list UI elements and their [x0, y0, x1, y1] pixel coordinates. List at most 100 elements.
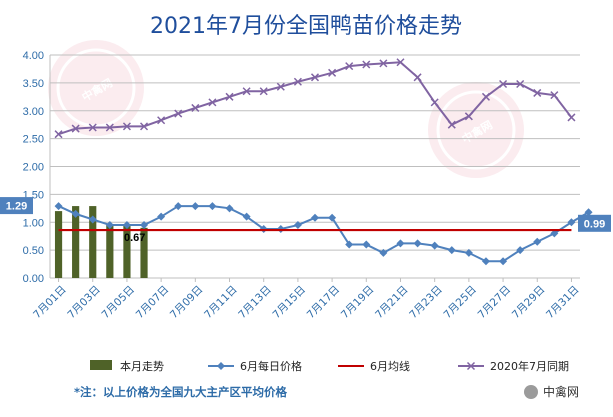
x-axis: 7月01日7月03日7月05日7月07日7月09日7月11日7月13日7月15日…	[31, 278, 582, 322]
annotations: 1.29 0.67 0.99	[0, 197, 611, 244]
brand-mark: 中禽网	[524, 384, 579, 399]
series-3-point	[481, 92, 490, 101]
y-tick-label: 0.00	[23, 273, 44, 285]
brand-icon	[524, 385, 538, 399]
watermark-logo-left: 中禽网	[48, 40, 144, 136]
bar-5	[123, 225, 131, 278]
legend: 本月走势 6月每日价格 6月均线 2020年7月同期	[90, 359, 569, 373]
series-3-point	[345, 62, 354, 71]
legend-label: 6月均线	[370, 359, 410, 373]
series-1-point	[208, 202, 217, 211]
series-3-point	[362, 60, 371, 69]
x-tick-label: 7月05日	[100, 284, 138, 322]
x-tick-label: 7月17日	[305, 284, 343, 322]
series-1-point	[105, 221, 114, 230]
series-1-point	[430, 241, 439, 250]
series-3-point	[430, 98, 439, 107]
y-tick-label: 3.50	[23, 78, 44, 90]
x-tick-label: 7月27日	[476, 284, 514, 322]
series-1-point	[464, 248, 473, 257]
legend-label: 2020年7月同期	[490, 359, 569, 373]
legend-marker	[217, 362, 225, 370]
series-1-point	[225, 204, 234, 213]
x-tick-label: 7月25日	[441, 284, 479, 322]
series-1-point	[379, 248, 388, 257]
annotation-end-box	[578, 214, 611, 232]
series-1-point	[481, 257, 490, 266]
annotation-start-text: 1.29	[6, 201, 27, 213]
series-3-point	[54, 130, 63, 139]
watermarks: 中禽网 中禽网	[48, 40, 524, 178]
series-3-point	[191, 103, 200, 112]
annotation-start-box	[0, 197, 33, 215]
bar-1	[54, 211, 63, 278]
footnote: *注：以上价格为全国九大主产区平均价格	[74, 385, 288, 399]
legend-swatch-bar	[90, 360, 112, 370]
y-tick-label: 2.00	[23, 162, 44, 174]
series-1-point	[293, 221, 302, 230]
series-3-point	[174, 109, 183, 118]
series-3-point	[293, 77, 302, 86]
series-3-point	[157, 116, 166, 125]
series-3-point	[310, 73, 320, 82]
series-1-point	[328, 213, 337, 222]
x-tick-label: 7月09日	[168, 284, 206, 322]
series-1-point	[122, 221, 131, 230]
bar-3	[89, 206, 97, 278]
bar-4	[106, 225, 114, 278]
annotation-end-text: 0.99	[584, 218, 605, 230]
bars	[54, 206, 148, 278]
series-3-point	[499, 79, 508, 89]
grid	[49, 54, 580, 279]
y-tick-label: 4.00	[23, 50, 44, 62]
x-tick-label: 7月23日	[407, 284, 445, 322]
series-3-point	[105, 123, 114, 132]
series-1-point	[516, 246, 525, 255]
series-3-point	[396, 58, 405, 67]
series-1-point	[550, 229, 559, 238]
legend-marker	[466, 361, 476, 371]
brand-text: 中禽网	[543, 384, 579, 399]
series-1-point	[88, 215, 97, 224]
y-tick-label: 1.00	[23, 217, 44, 229]
annotation-avg-text: 0.67	[124, 232, 145, 244]
series-3-point	[140, 122, 149, 131]
series-3-point	[328, 68, 337, 77]
series-1-point	[140, 221, 149, 230]
series-1-point	[345, 240, 354, 249]
bar-2	[72, 206, 80, 278]
series-1-point	[54, 202, 63, 211]
x-tick-label: 7月13日	[236, 284, 274, 322]
series-3-point	[447, 120, 456, 129]
x-tick-label: 7月31日	[544, 284, 582, 322]
watermark-logo-right: 中禽网	[428, 82, 524, 178]
x-tick-label: 7月15日	[271, 284, 309, 322]
series-3-point	[276, 82, 285, 91]
x-tick-label: 7月19日	[339, 284, 377, 322]
y-tick-label: 2.50	[23, 134, 44, 146]
series-1-point	[413, 239, 422, 248]
lines	[54, 58, 593, 266]
series-1-point	[311, 213, 319, 222]
series-3-point	[567, 113, 576, 122]
series-3-point	[516, 79, 525, 89]
x-tick-label: 7月01日	[31, 284, 69, 322]
series-3-point	[88, 123, 97, 132]
series-3-point	[225, 92, 234, 101]
legend-label: 本月走势	[120, 359, 164, 373]
series-1-point	[174, 202, 183, 211]
series-3-point	[464, 112, 473, 121]
series-1-point	[276, 224, 285, 233]
series-3-point	[122, 122, 131, 131]
x-tick-label: 7月03日	[65, 284, 103, 322]
series-1-point	[533, 237, 542, 246]
series-1-point	[157, 212, 166, 221]
series-1-point	[499, 257, 508, 266]
x-tick-label: 7月11日	[202, 284, 240, 322]
series-1-point	[396, 239, 405, 248]
series-1-point	[242, 212, 251, 221]
y-axis: 0.000.501.001.502.002.503.003.504.00	[23, 50, 44, 285]
series-3-point	[71, 124, 80, 133]
series-3-point	[379, 59, 388, 68]
